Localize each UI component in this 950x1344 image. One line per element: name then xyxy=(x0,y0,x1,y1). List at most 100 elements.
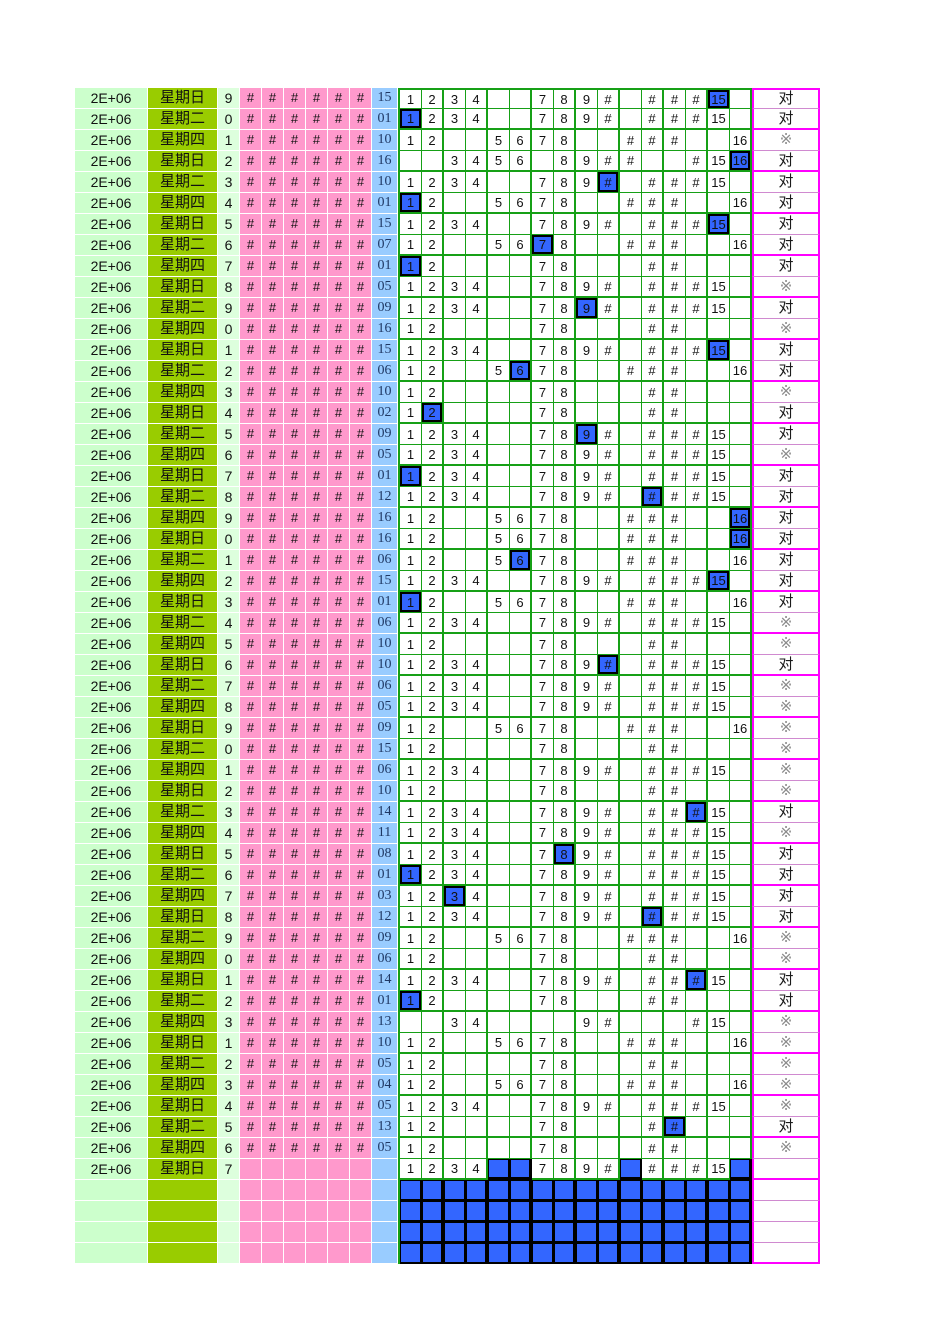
grid-cell[interactable]: # xyxy=(598,445,620,466)
grid-cell[interactable]: 1 xyxy=(400,403,422,424)
grid-cell[interactable]: 3 xyxy=(444,277,466,298)
cell-day[interactable] xyxy=(148,1180,218,1201)
grid-cell[interactable]: 8 xyxy=(554,1054,576,1075)
cell-period[interactable]: 2E+06 xyxy=(75,340,148,361)
grid-cell[interactable]: # xyxy=(598,844,620,865)
grid-cell[interactable]: 7 xyxy=(532,886,554,907)
grid-cell[interactable]: 15 xyxy=(708,424,730,445)
grid-cell[interactable] xyxy=(686,1201,708,1222)
grid-cell[interactable] xyxy=(598,1138,620,1159)
cell-period[interactable]: 2E+06 xyxy=(75,592,148,613)
cell-hash[interactable]: # xyxy=(240,88,262,109)
grid-cell[interactable] xyxy=(598,130,620,151)
cell-digit[interactable]: 0 xyxy=(218,529,240,550)
grid-cell[interactable]: # xyxy=(642,886,664,907)
cell-hash[interactable]: # xyxy=(240,214,262,235)
cell-digit[interactable]: 4 xyxy=(218,1096,240,1117)
cell-hash[interactable]: # xyxy=(262,172,284,193)
cell-hash[interactable]: # xyxy=(328,907,350,928)
grid-cell[interactable] xyxy=(598,1075,620,1096)
cell-digit[interactable]: 4 xyxy=(218,823,240,844)
grid-cell[interactable] xyxy=(510,445,532,466)
grid-cell[interactable]: 7 xyxy=(532,592,554,613)
grid-cell[interactable]: # xyxy=(620,1075,642,1096)
grid-cell[interactable] xyxy=(400,151,422,172)
grid-cell[interactable] xyxy=(598,508,620,529)
grid-cell[interactable]: 8 xyxy=(554,466,576,487)
cell-hash[interactable]: # xyxy=(284,1033,306,1054)
grid-cell[interactable]: 15 xyxy=(708,88,730,109)
grid-cell[interactable]: 5 xyxy=(488,529,510,550)
cell-hash[interactable]: # xyxy=(306,466,328,487)
cell-draw[interactable]: 06 xyxy=(372,361,398,382)
grid-cell[interactable] xyxy=(422,1012,444,1033)
grid-cell[interactable]: 4 xyxy=(466,676,488,697)
cell-hash[interactable]: # xyxy=(328,697,350,718)
grid-cell[interactable] xyxy=(708,1222,730,1243)
cell-day[interactable]: 星期四 xyxy=(148,445,218,466)
grid-cell[interactable] xyxy=(620,445,642,466)
grid-cell[interactable]: 8 xyxy=(554,844,576,865)
cell-hash[interactable]: # xyxy=(306,445,328,466)
grid-cell[interactable]: 3 xyxy=(444,445,466,466)
grid-cell[interactable] xyxy=(686,1243,708,1264)
grid-cell[interactable] xyxy=(620,613,642,634)
grid-cell[interactable] xyxy=(708,949,730,970)
grid-cell[interactable]: # xyxy=(664,277,686,298)
cell-hash[interactable]: # xyxy=(306,1138,328,1159)
grid-cell[interactable] xyxy=(598,1222,620,1243)
grid-cell[interactable] xyxy=(466,403,488,424)
grid-cell[interactable]: 7 xyxy=(532,802,554,823)
cell-hash[interactable]: # xyxy=(284,739,306,760)
cell-draw[interactable]: 16 xyxy=(372,529,398,550)
grid-cell[interactable]: 2 xyxy=(422,1117,444,1138)
grid-cell[interactable]: 1 xyxy=(400,970,422,991)
grid-cell[interactable]: 7 xyxy=(532,823,554,844)
grid-cell[interactable]: 8 xyxy=(554,1159,576,1180)
grid-cell[interactable] xyxy=(642,1243,664,1264)
cell-day[interactable]: 星期二 xyxy=(148,676,218,697)
grid-cell[interactable] xyxy=(444,718,466,739)
grid-cell[interactable]: 2 xyxy=(422,361,444,382)
grid-cell[interactable] xyxy=(488,970,510,991)
cell-draw[interactable]: 09 xyxy=(372,298,398,319)
grid-cell[interactable] xyxy=(598,1033,620,1054)
cell-day[interactable]: 星期二 xyxy=(148,739,218,760)
grid-cell[interactable]: # xyxy=(620,529,642,550)
cell-hash[interactable]: # xyxy=(262,718,284,739)
grid-cell[interactable]: # xyxy=(642,340,664,361)
cell-hash[interactable]: # xyxy=(328,1012,350,1033)
grid-cell[interactable]: 1 xyxy=(400,550,422,571)
grid-cell[interactable]: 5 xyxy=(488,361,510,382)
cell-draw[interactable]: 15 xyxy=(372,214,398,235)
grid-cell[interactable] xyxy=(488,319,510,340)
result-cell[interactable]: ※ xyxy=(752,781,820,802)
cell-day[interactable]: 星期二 xyxy=(148,235,218,256)
cell-hash[interactable]: # xyxy=(306,193,328,214)
grid-cell[interactable] xyxy=(488,1012,510,1033)
cell-hash[interactable]: # xyxy=(240,382,262,403)
grid-cell[interactable]: 16 xyxy=(730,550,752,571)
grid-cell[interactable]: 7 xyxy=(532,1117,554,1138)
cell-hash[interactable]: # xyxy=(328,886,350,907)
grid-cell[interactable] xyxy=(488,949,510,970)
grid-cell[interactable]: 3 xyxy=(444,487,466,508)
grid-cell[interactable]: 1 xyxy=(400,634,422,655)
grid-cell[interactable]: 4 xyxy=(466,1012,488,1033)
cell-hash[interactable]: # xyxy=(306,676,328,697)
grid-cell[interactable] xyxy=(510,88,532,109)
grid-cell[interactable] xyxy=(532,1012,554,1033)
cell-hash[interactable]: # xyxy=(328,613,350,634)
grid-cell[interactable] xyxy=(444,235,466,256)
cell-draw[interactable]: 01 xyxy=(372,592,398,613)
grid-cell[interactable] xyxy=(686,235,708,256)
grid-cell[interactable] xyxy=(444,592,466,613)
grid-cell[interactable]: # xyxy=(642,1075,664,1096)
cell-hash[interactable]: # xyxy=(350,529,372,550)
grid-cell[interactable]: # xyxy=(686,1159,708,1180)
cell-day[interactable]: 星期二 xyxy=(148,865,218,886)
grid-cell[interactable] xyxy=(708,928,730,949)
cell-digit[interactable]: 6 xyxy=(218,445,240,466)
grid-cell[interactable]: 4 xyxy=(466,214,488,235)
grid-cell[interactable] xyxy=(444,1054,466,1075)
